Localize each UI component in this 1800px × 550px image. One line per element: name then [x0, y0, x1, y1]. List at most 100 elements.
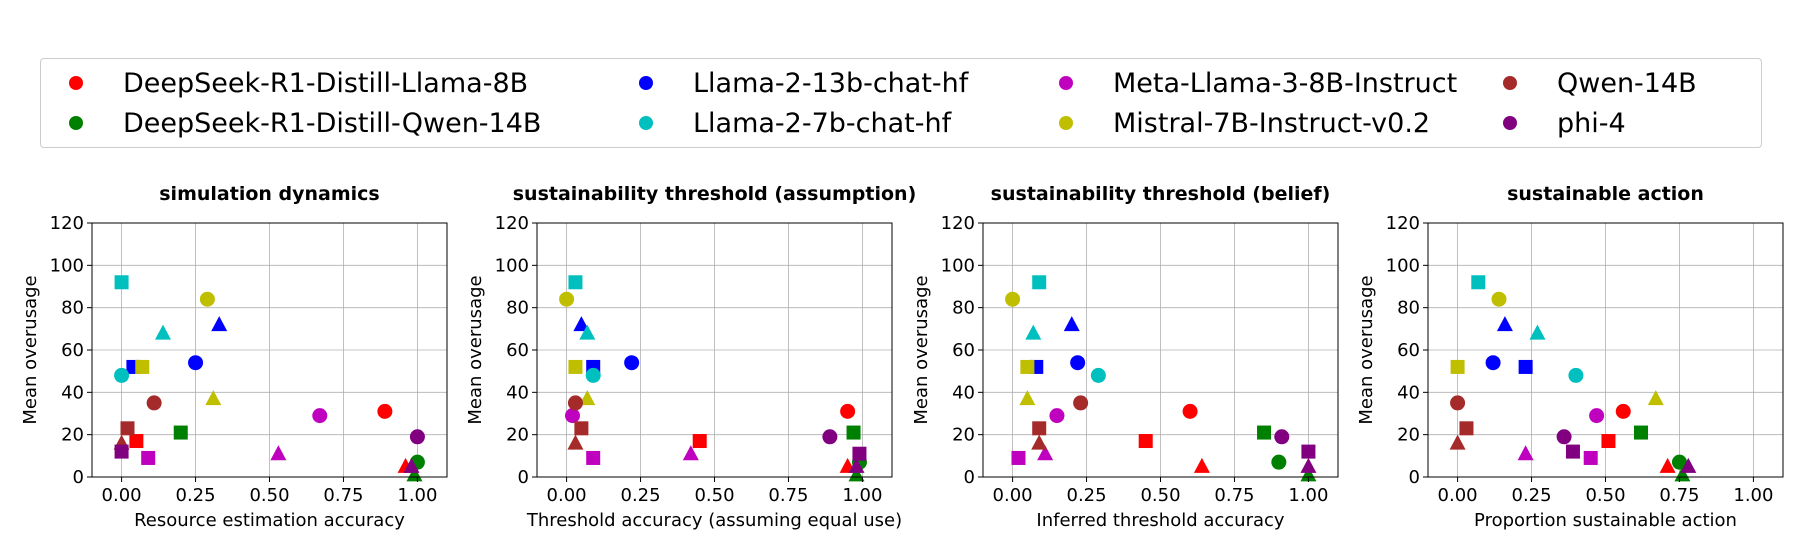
data-point-triangle: [579, 324, 596, 340]
data-point-circle: [1450, 395, 1466, 411]
y-tick-label: 100: [941, 255, 975, 276]
data-point-square: [1634, 425, 1648, 440]
data-point-square: [1450, 359, 1465, 374]
data-point-circle: [1556, 429, 1572, 445]
data-point-square: [1032, 421, 1047, 436]
y-tick-label: 60: [1397, 340, 1420, 361]
data-point-square: [846, 425, 861, 440]
data-point-triangle: [1193, 457, 1210, 473]
x-tick-label: 0.75: [1214, 485, 1254, 506]
y-tick-label: 0: [73, 467, 84, 488]
data-point-square: [568, 359, 583, 374]
y-tick-label: 0: [1409, 467, 1420, 488]
data-point-triangle: [1674, 466, 1691, 482]
data-point-circle: [1491, 291, 1507, 307]
legend-label: phi-4: [1557, 107, 1626, 139]
data-point-triangle: [682, 445, 699, 461]
data-point-triangle: [1031, 434, 1048, 450]
data-point-circle: [1073, 395, 1089, 411]
data-point-triangle: [211, 316, 228, 332]
data-point-square: [1583, 450, 1598, 465]
x-tick-label: 0.00: [102, 485, 142, 506]
x-tick-label: 0.00: [1438, 485, 1478, 506]
legend-entry: Meta-Llama-3-8B-Instruct: [1059, 65, 1457, 101]
y-tick-label: 60: [506, 340, 529, 361]
data-point-circle: [1568, 367, 1584, 383]
data-point-triangle: [1647, 390, 1664, 406]
y-tick-label: 100: [50, 255, 84, 276]
y-tick-label: 40: [506, 382, 529, 403]
data-point-triangle: [406, 466, 423, 482]
data-point-triangle: [270, 445, 287, 461]
y-tick-label: 40: [61, 382, 84, 403]
data-point-triangle: [1496, 316, 1513, 332]
scatter-panel: 0.00 0.25 0.50 0.75 1.00 0 20 40 60 80 100 120 susta…: [911, 183, 1339, 531]
data-point-circle: [565, 408, 580, 424]
legend-marker-icon: [1503, 116, 1517, 130]
y-tick-label: 20: [506, 425, 529, 446]
data-point-square: [1138, 434, 1153, 449]
data-point-square: [120, 421, 135, 436]
x-tick-label: 0.25: [1067, 485, 1107, 506]
x-tick-label: 0.75: [1659, 485, 1699, 506]
y-tick-label: 80: [506, 298, 529, 319]
legend-label: DeepSeek-R1-Distill-Llama-8B: [123, 67, 529, 99]
data-point-triangle: [1300, 466, 1317, 482]
data-point-square: [574, 421, 589, 436]
data-point-circle: [1271, 454, 1287, 470]
legend-entry: DeepSeek-R1-Distill-Qwen-14B: [69, 105, 541, 141]
data-point-square: [1565, 444, 1580, 459]
y-tick-label: 120: [1386, 213, 1420, 234]
data-point-triangle: [579, 390, 596, 406]
data-point-square: [1601, 434, 1616, 449]
y-tick-label: 120: [941, 213, 975, 234]
data-point-circle: [624, 355, 640, 371]
x-tick-label: 0.50: [1140, 485, 1180, 506]
data-point-circle: [567, 395, 583, 411]
data-point-circle: [1005, 291, 1021, 307]
data-point-triangle: [573, 316, 590, 332]
legend-marker-icon: [639, 76, 653, 90]
y-tick-label: 60: [952, 340, 975, 361]
data-point-square: [1020, 359, 1035, 374]
y-tick-label: 0: [964, 467, 975, 488]
data-point-triangle: [1063, 316, 1080, 332]
data-point-square: [173, 425, 188, 440]
legend-entry: phi-4: [1503, 105, 1626, 141]
data-point-square: [114, 444, 129, 459]
data-point-circle: [1090, 367, 1106, 383]
data-point-triangle: [1019, 390, 1036, 406]
x-axis-label: Inferred threshold accuracy: [1036, 510, 1284, 531]
charts-canvas: 0.00 0.25 0.50 0.75 1.00 0 20 40 60 80 100 120 simul…: [20, 183, 1784, 531]
x-tick-label: 0.75: [768, 485, 808, 506]
data-point-circle: [1589, 408, 1605, 424]
chart-title: sustainability threshold (belief): [991, 183, 1331, 205]
data-point-triangle: [205, 390, 222, 406]
x-tick-label: 0.25: [176, 485, 216, 506]
x-tick-label: 1.00: [397, 485, 437, 506]
data-point-triangle: [1659, 457, 1676, 473]
y-tick-label: 20: [952, 425, 975, 446]
data-point-circle: [585, 367, 601, 383]
data-point-square: [1471, 275, 1486, 290]
data-point-circle: [1615, 403, 1631, 419]
legend-marker-icon: [1059, 76, 1073, 90]
y-axis-label: Mean overusage: [20, 275, 41, 424]
legend-label: Meta-Llama-3-8B-Instruct: [1113, 67, 1458, 99]
x-tick-label: 0.25: [621, 485, 661, 506]
x-axis-label: Resource estimation accuracy: [134, 510, 405, 531]
scatter-panel: 0.00 0.25 0.50 0.75 1.00 0 20 40 60 80 100 120 susta…: [465, 183, 916, 531]
data-point-circle: [559, 291, 575, 307]
legend-marker-icon: [69, 116, 83, 130]
y-axis-label: Mean overusage: [465, 275, 486, 424]
x-tick-label: 1.00: [1288, 485, 1328, 506]
data-point-triangle: [1517, 445, 1534, 461]
legend-marker-icon: [1059, 116, 1073, 130]
chart-title: simulation dynamics: [159, 183, 380, 205]
data-point-triangle: [403, 457, 420, 473]
y-tick-label: 80: [952, 298, 975, 319]
y-axis-label: Mean overusage: [1356, 275, 1377, 424]
data-point-triangle: [1680, 457, 1697, 473]
data-point-circle: [1070, 355, 1086, 371]
y-tick-label: 100: [1386, 255, 1420, 276]
